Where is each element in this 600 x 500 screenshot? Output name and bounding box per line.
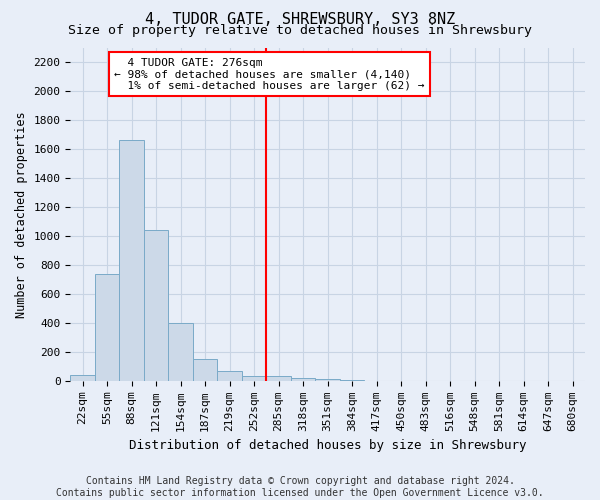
Bar (95, 274, 119, 381)
Bar (119, 140, 144, 381)
Bar (169, 323, 193, 381)
Text: 4 TUDOR GATE: 276sqm
← 98% of detached houses are smaller (4,140)
  1% of semi-d: 4 TUDOR GATE: 276sqm ← 98% of detached h… (115, 58, 425, 91)
Bar (70, 375, 95, 381)
Bar (316, 380, 340, 381)
Bar (242, 376, 266, 381)
Bar (266, 376, 291, 381)
X-axis label: Distribution of detached houses by size in Shrewsbury: Distribution of detached houses by size … (129, 440, 526, 452)
Bar (291, 378, 316, 381)
Text: 4, TUDOR GATE, SHREWSBURY, SY3 8NZ: 4, TUDOR GATE, SHREWSBURY, SY3 8NZ (145, 12, 455, 28)
Bar (217, 371, 242, 381)
Bar (193, 359, 217, 381)
Bar (144, 230, 169, 381)
Text: Contains HM Land Registry data © Crown copyright and database right 2024.
Contai: Contains HM Land Registry data © Crown c… (56, 476, 544, 498)
Text: Size of property relative to detached houses in Shrewsbury: Size of property relative to detached ho… (68, 24, 532, 37)
Y-axis label: Number of detached properties: Number of detached properties (15, 111, 28, 318)
Bar (340, 380, 364, 381)
